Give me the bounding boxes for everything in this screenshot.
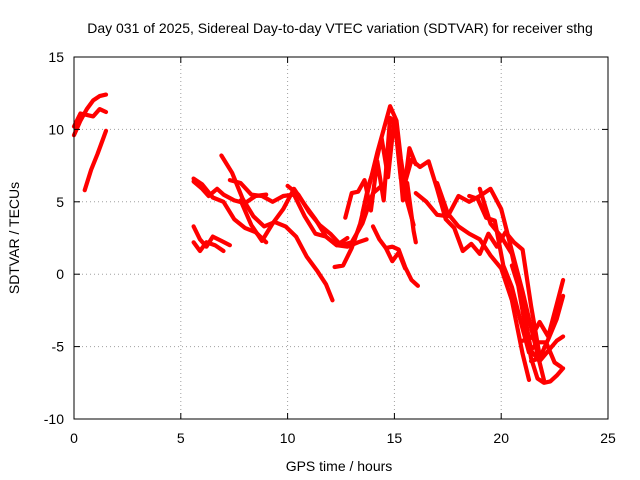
series-arc-18	[413, 186, 546, 382]
series-arc-07	[191, 240, 226, 254]
series-arc-22	[509, 263, 566, 385]
series-arc-13	[343, 115, 418, 220]
y-tick-label: -10	[44, 411, 64, 427]
series-arc-16	[383, 244, 420, 288]
series-arc-17	[400, 157, 542, 358]
x-axis-label: GPS time / hours	[286, 458, 393, 474]
axis-ticks: 0 5 10 15 20 25 15 10 5 0 -5 -10	[44, 49, 616, 446]
y-axis-label: SDTVAR / TECUs	[6, 182, 22, 294]
data-series	[71, 92, 566, 385]
y-tick-label: 0	[56, 266, 64, 282]
gridlines	[74, 57, 608, 419]
series-arc-24	[529, 293, 566, 364]
series-arc-19	[435, 180, 532, 382]
series-arc-23	[520, 277, 566, 343]
plot-frame	[73, 56, 609, 420]
x-tick-label: 10	[280, 430, 296, 446]
series-arc-01	[71, 92, 109, 138]
y-tick-label: -5	[52, 339, 65, 355]
series-arc-14	[360, 115, 418, 245]
chart-title: Day 031 of 2025, Sidereal Day-to-day VTE…	[87, 20, 593, 36]
x-tick-label: 0	[70, 430, 78, 446]
x-tick-label: 15	[387, 430, 403, 446]
series-arc-05	[191, 179, 269, 206]
y-tick-label: 15	[48, 49, 64, 65]
x-tick-label: 25	[600, 430, 616, 446]
series-arc-03	[82, 128, 109, 193]
x-tick-label: 5	[177, 430, 185, 446]
y-tick-label: 10	[48, 121, 64, 137]
x-tick-label: 20	[493, 430, 509, 446]
series-arc-08	[219, 153, 335, 303]
series-arc-11	[285, 183, 384, 248]
series-arc-02	[71, 107, 109, 129]
y-tick-label: 5	[56, 194, 64, 210]
